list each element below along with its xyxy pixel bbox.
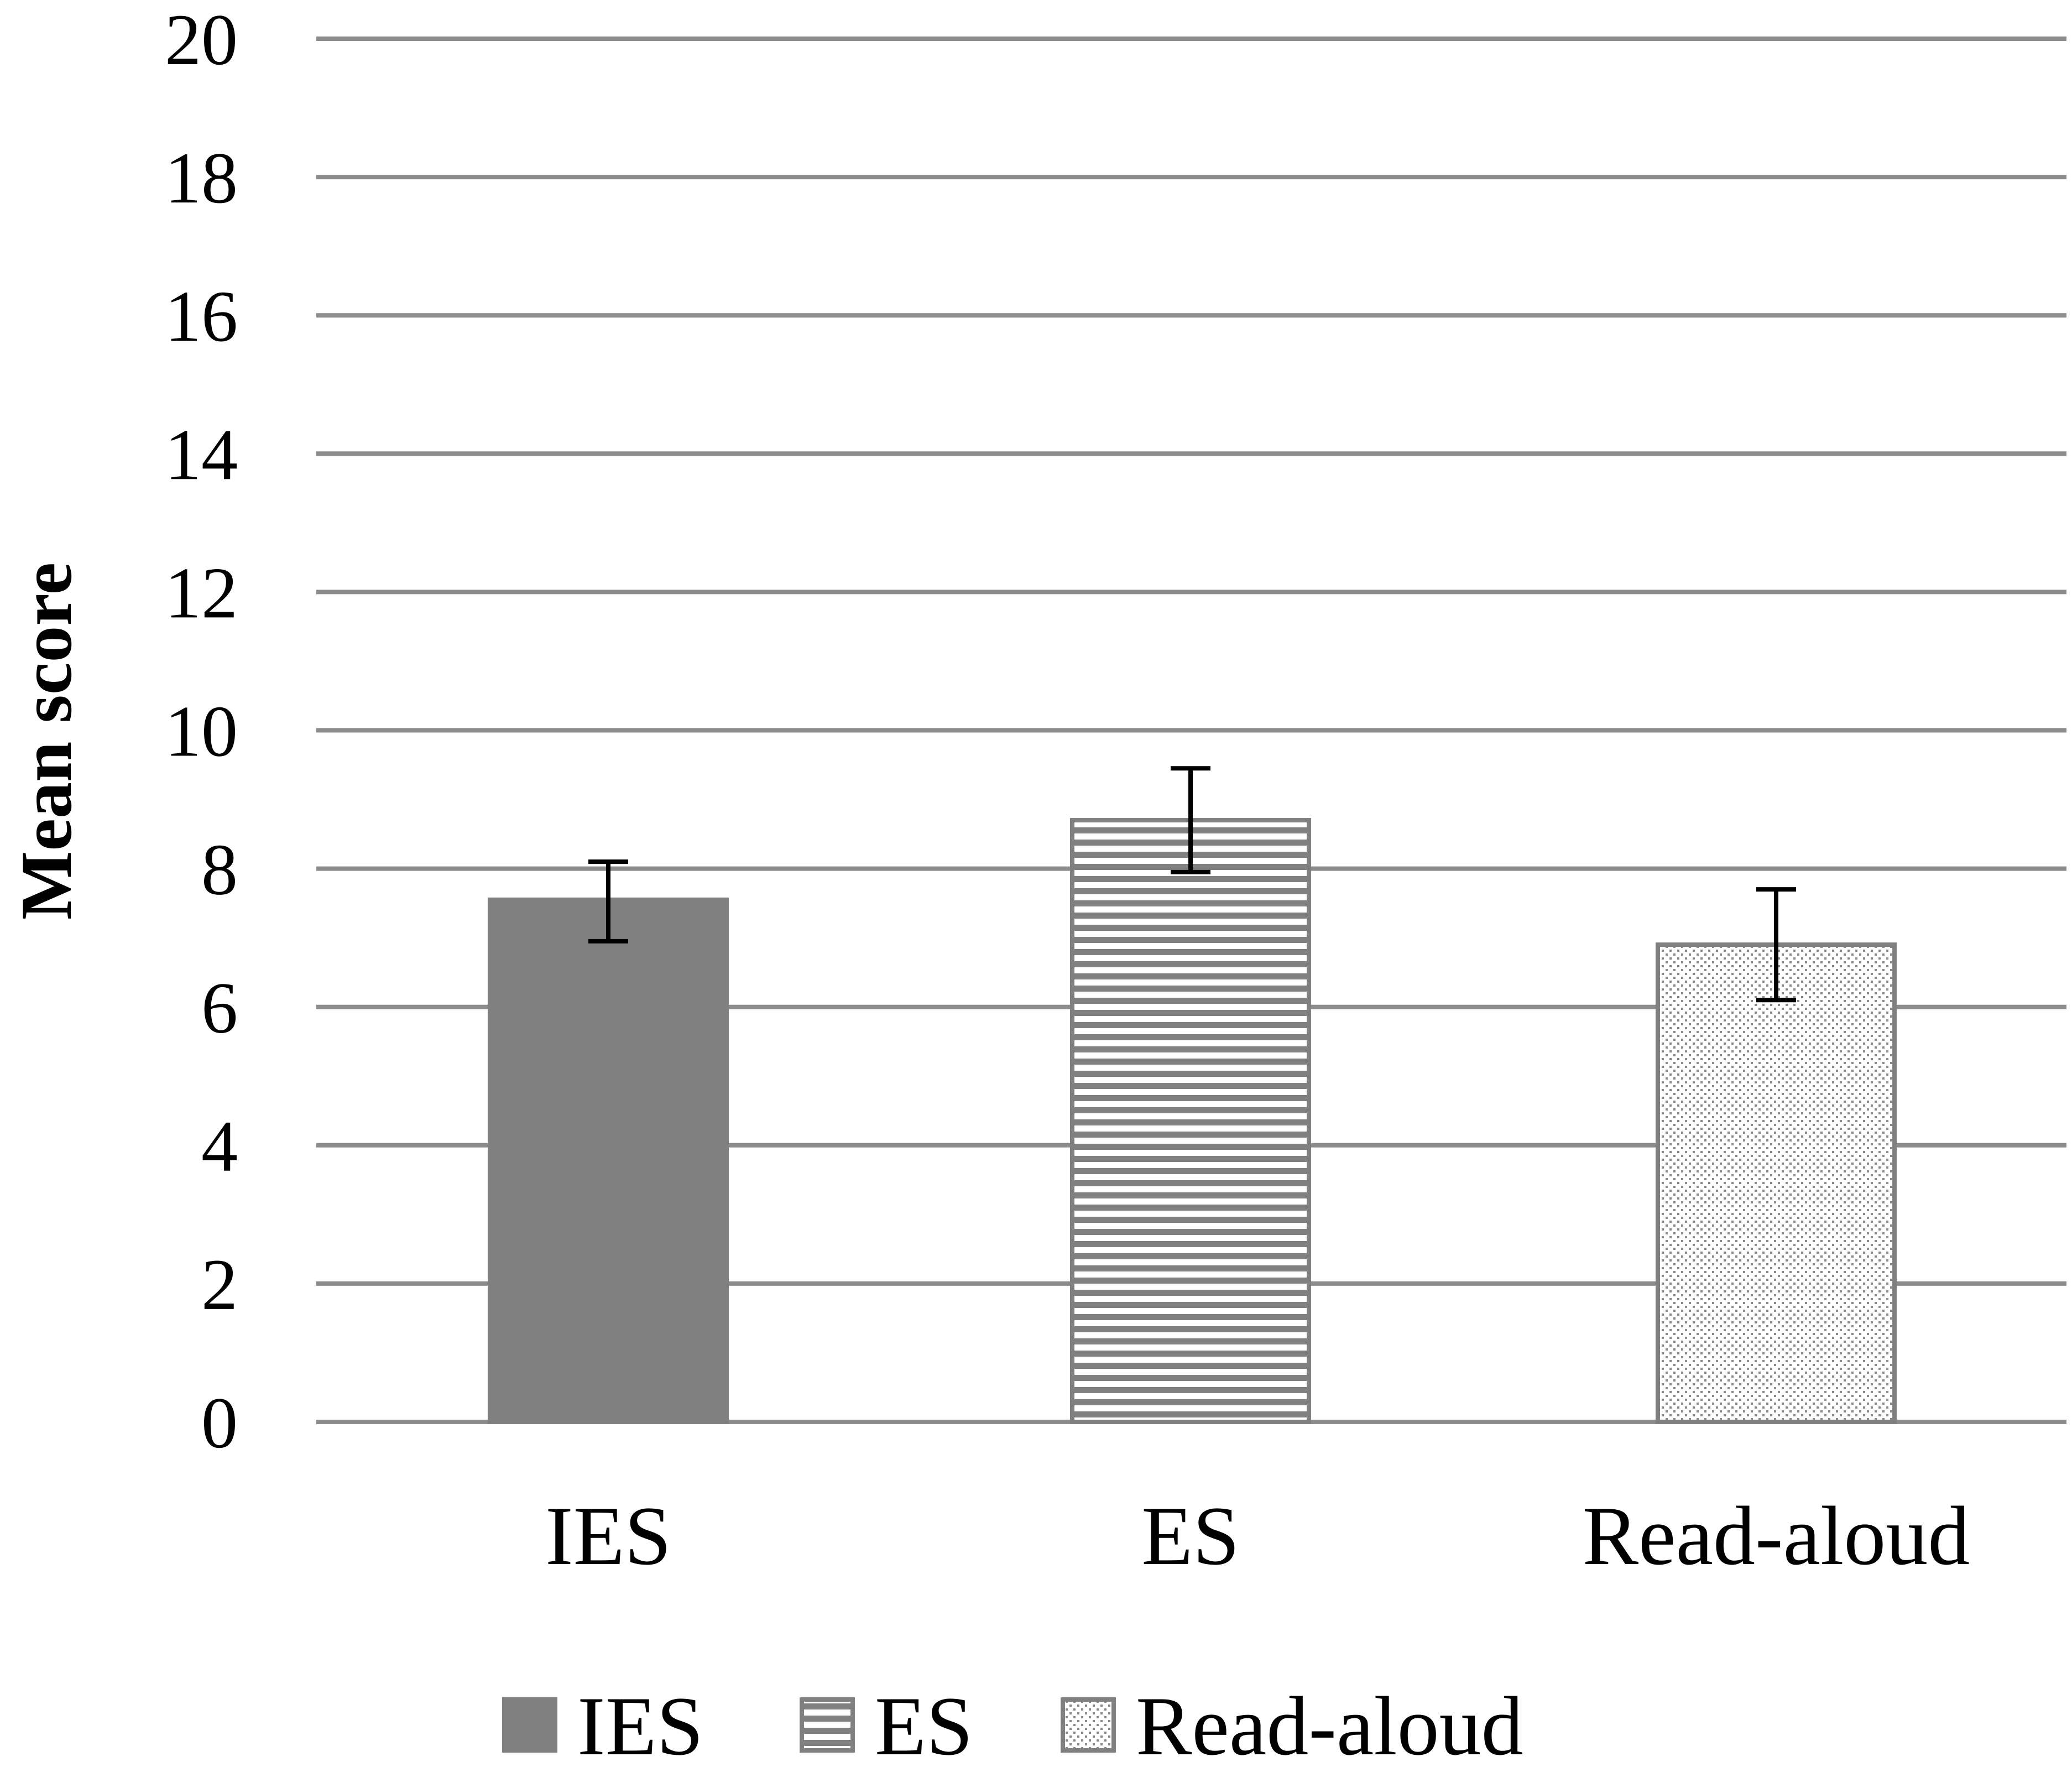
y-tick-label: 8 bbox=[201, 829, 238, 910]
y-tick-label: 2 bbox=[201, 1244, 238, 1325]
bars bbox=[488, 818, 1897, 1425]
x-tick-label: ES bbox=[1141, 1489, 1239, 1582]
error-bars bbox=[588, 766, 1796, 1003]
y-axis-label: Mean score bbox=[6, 562, 87, 920]
legend-item: IES bbox=[502, 1680, 703, 1767]
legend-label: IES bbox=[577, 1680, 703, 1767]
legend-label: ES bbox=[875, 1680, 973, 1767]
y-tick-label: 12 bbox=[165, 552, 238, 633]
x-tick-label: Read-aloud bbox=[1583, 1489, 1970, 1582]
legend: IES ES Read-aloud bbox=[502, 1680, 1523, 1767]
error-bar bbox=[588, 859, 628, 944]
y-tick-label: 14 bbox=[165, 414, 238, 495]
y-tick-label: 6 bbox=[201, 967, 238, 1049]
legend-item: Read-aloud bbox=[1061, 1680, 1523, 1767]
bar-es bbox=[1070, 818, 1311, 1424]
y-tick-label: 18 bbox=[165, 137, 238, 218]
y-tick-label: 0 bbox=[201, 1382, 238, 1463]
x-tick-label: IES bbox=[545, 1489, 671, 1582]
x-axis-tick-labels: IES ES Read-aloud bbox=[545, 1489, 1970, 1582]
error-bar bbox=[1756, 887, 1796, 1003]
legend-item: ES bbox=[800, 1680, 973, 1767]
error-bar bbox=[1171, 766, 1210, 874]
y-axis-tick-labels: 0 2 4 6 8 10 12 14 16 18 20 bbox=[165, 0, 238, 1463]
legend-label: Read-aloud bbox=[1136, 1680, 1523, 1767]
bar-ies bbox=[488, 897, 729, 1425]
legend-swatch bbox=[800, 1697, 855, 1753]
legend-swatch bbox=[502, 1697, 557, 1753]
y-tick-label: 4 bbox=[201, 1106, 238, 1187]
y-tick-label: 16 bbox=[165, 275, 238, 357]
y-tick-label: 10 bbox=[165, 691, 238, 772]
bar-read-aloud bbox=[1656, 942, 1897, 1424]
y-tick-label: 20 bbox=[165, 0, 238, 80]
legend-swatch bbox=[1061, 1697, 1116, 1753]
